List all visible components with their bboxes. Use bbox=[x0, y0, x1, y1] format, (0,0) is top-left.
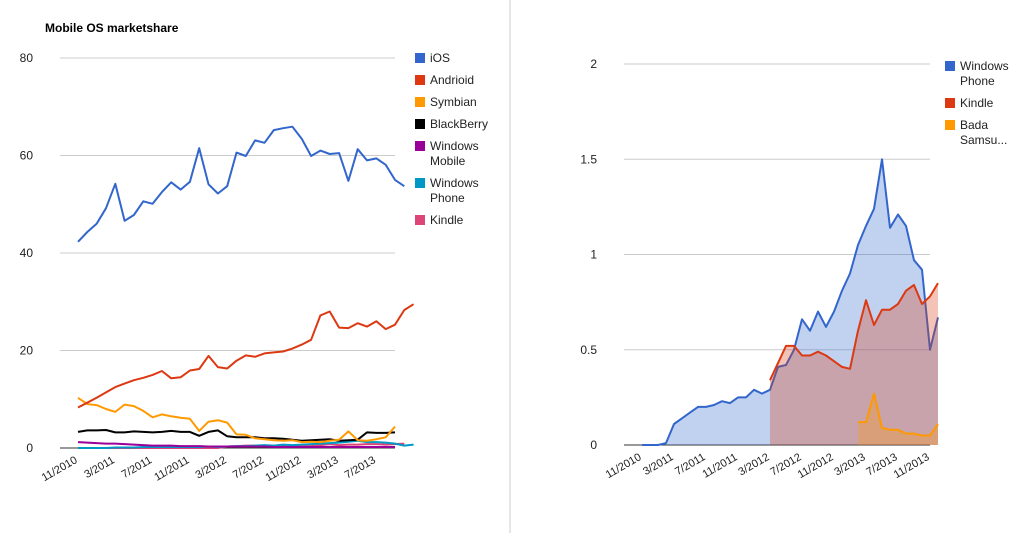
series-line-1 bbox=[77, 303, 415, 409]
series-line-4 bbox=[77, 441, 395, 448]
x-tick-label: 3/2011 bbox=[641, 451, 675, 478]
x-tick-label: 11/2013 bbox=[892, 451, 932, 481]
x-tick-label: 3/2013 bbox=[832, 451, 867, 478]
x-tick-label: 3/2011 bbox=[82, 454, 116, 481]
legend-swatch bbox=[415, 215, 425, 225]
y-tick-label: 60 bbox=[20, 149, 34, 163]
legend-label: BlackBerry bbox=[430, 117, 488, 131]
y-tick-label: 20 bbox=[20, 344, 34, 358]
series-area-1 bbox=[770, 283, 938, 445]
y-tick-label: 0 bbox=[590, 438, 597, 452]
series-line-2 bbox=[77, 396, 396, 444]
x-tick-label: 11/2011 bbox=[152, 454, 191, 483]
y-tick-label: 2 bbox=[590, 57, 597, 71]
y-tick-label: 0 bbox=[26, 441, 33, 455]
legend-label: Symbian bbox=[430, 95, 477, 109]
legend-label: Kindle bbox=[430, 213, 464, 227]
y-tick-label: 1 bbox=[590, 248, 597, 262]
legend-swatch bbox=[945, 120, 955, 130]
legend-label: Windows Phone bbox=[430, 176, 479, 205]
x-tick-label: 11/2011 bbox=[700, 451, 739, 480]
minor-os-area-chart: 00.511.5211/20103/20117/201111/20113/201… bbox=[580, 57, 1008, 481]
legend-label: Bada Samsu... bbox=[960, 118, 1007, 147]
legend-swatch bbox=[415, 178, 425, 188]
legend-label: Windows Mobile bbox=[430, 139, 479, 168]
legend-label: Kindle bbox=[960, 96, 994, 110]
x-tick-label: 7/2013 bbox=[343, 454, 378, 481]
x-tick-label: 11/2012 bbox=[796, 451, 836, 481]
series-line-3 bbox=[77, 429, 396, 442]
series-line-1 bbox=[769, 282, 939, 381]
y-tick-label: 40 bbox=[20, 246, 34, 260]
y-tick-label: 0.5 bbox=[580, 343, 597, 357]
x-tick-label: 11/2010 bbox=[604, 451, 644, 481]
legend-swatch bbox=[415, 119, 425, 129]
y-tick-label: 80 bbox=[20, 51, 34, 65]
legend-swatch bbox=[415, 97, 425, 107]
legend-swatch bbox=[945, 61, 955, 71]
x-tick-label: 7/2012 bbox=[231, 454, 266, 481]
legend-swatch bbox=[415, 53, 425, 63]
x-tick-label: 3/2013 bbox=[305, 454, 340, 481]
legend-label: Andrioid bbox=[430, 73, 474, 87]
x-tick-label: 11/2012 bbox=[264, 454, 304, 484]
legend-swatch bbox=[945, 98, 955, 108]
series-area-2 bbox=[858, 393, 938, 445]
series-line-2 bbox=[858, 392, 939, 437]
x-tick-label: 7/2011 bbox=[120, 454, 154, 481]
series-line-0 bbox=[642, 158, 939, 446]
x-tick-label: 3/2012 bbox=[736, 451, 771, 478]
x-tick-label: 11/2010 bbox=[40, 454, 80, 484]
y-tick-label: 1.5 bbox=[580, 152, 597, 166]
series-line-0 bbox=[77, 125, 405, 243]
legend-label: Windows Phone bbox=[960, 59, 1009, 88]
x-tick-label: 3/2012 bbox=[194, 454, 229, 481]
legend-swatch bbox=[415, 75, 425, 85]
legend-swatch bbox=[415, 141, 425, 151]
chart-title: Mobile OS marketshare bbox=[45, 21, 179, 35]
legend-label: iOS bbox=[430, 51, 450, 65]
